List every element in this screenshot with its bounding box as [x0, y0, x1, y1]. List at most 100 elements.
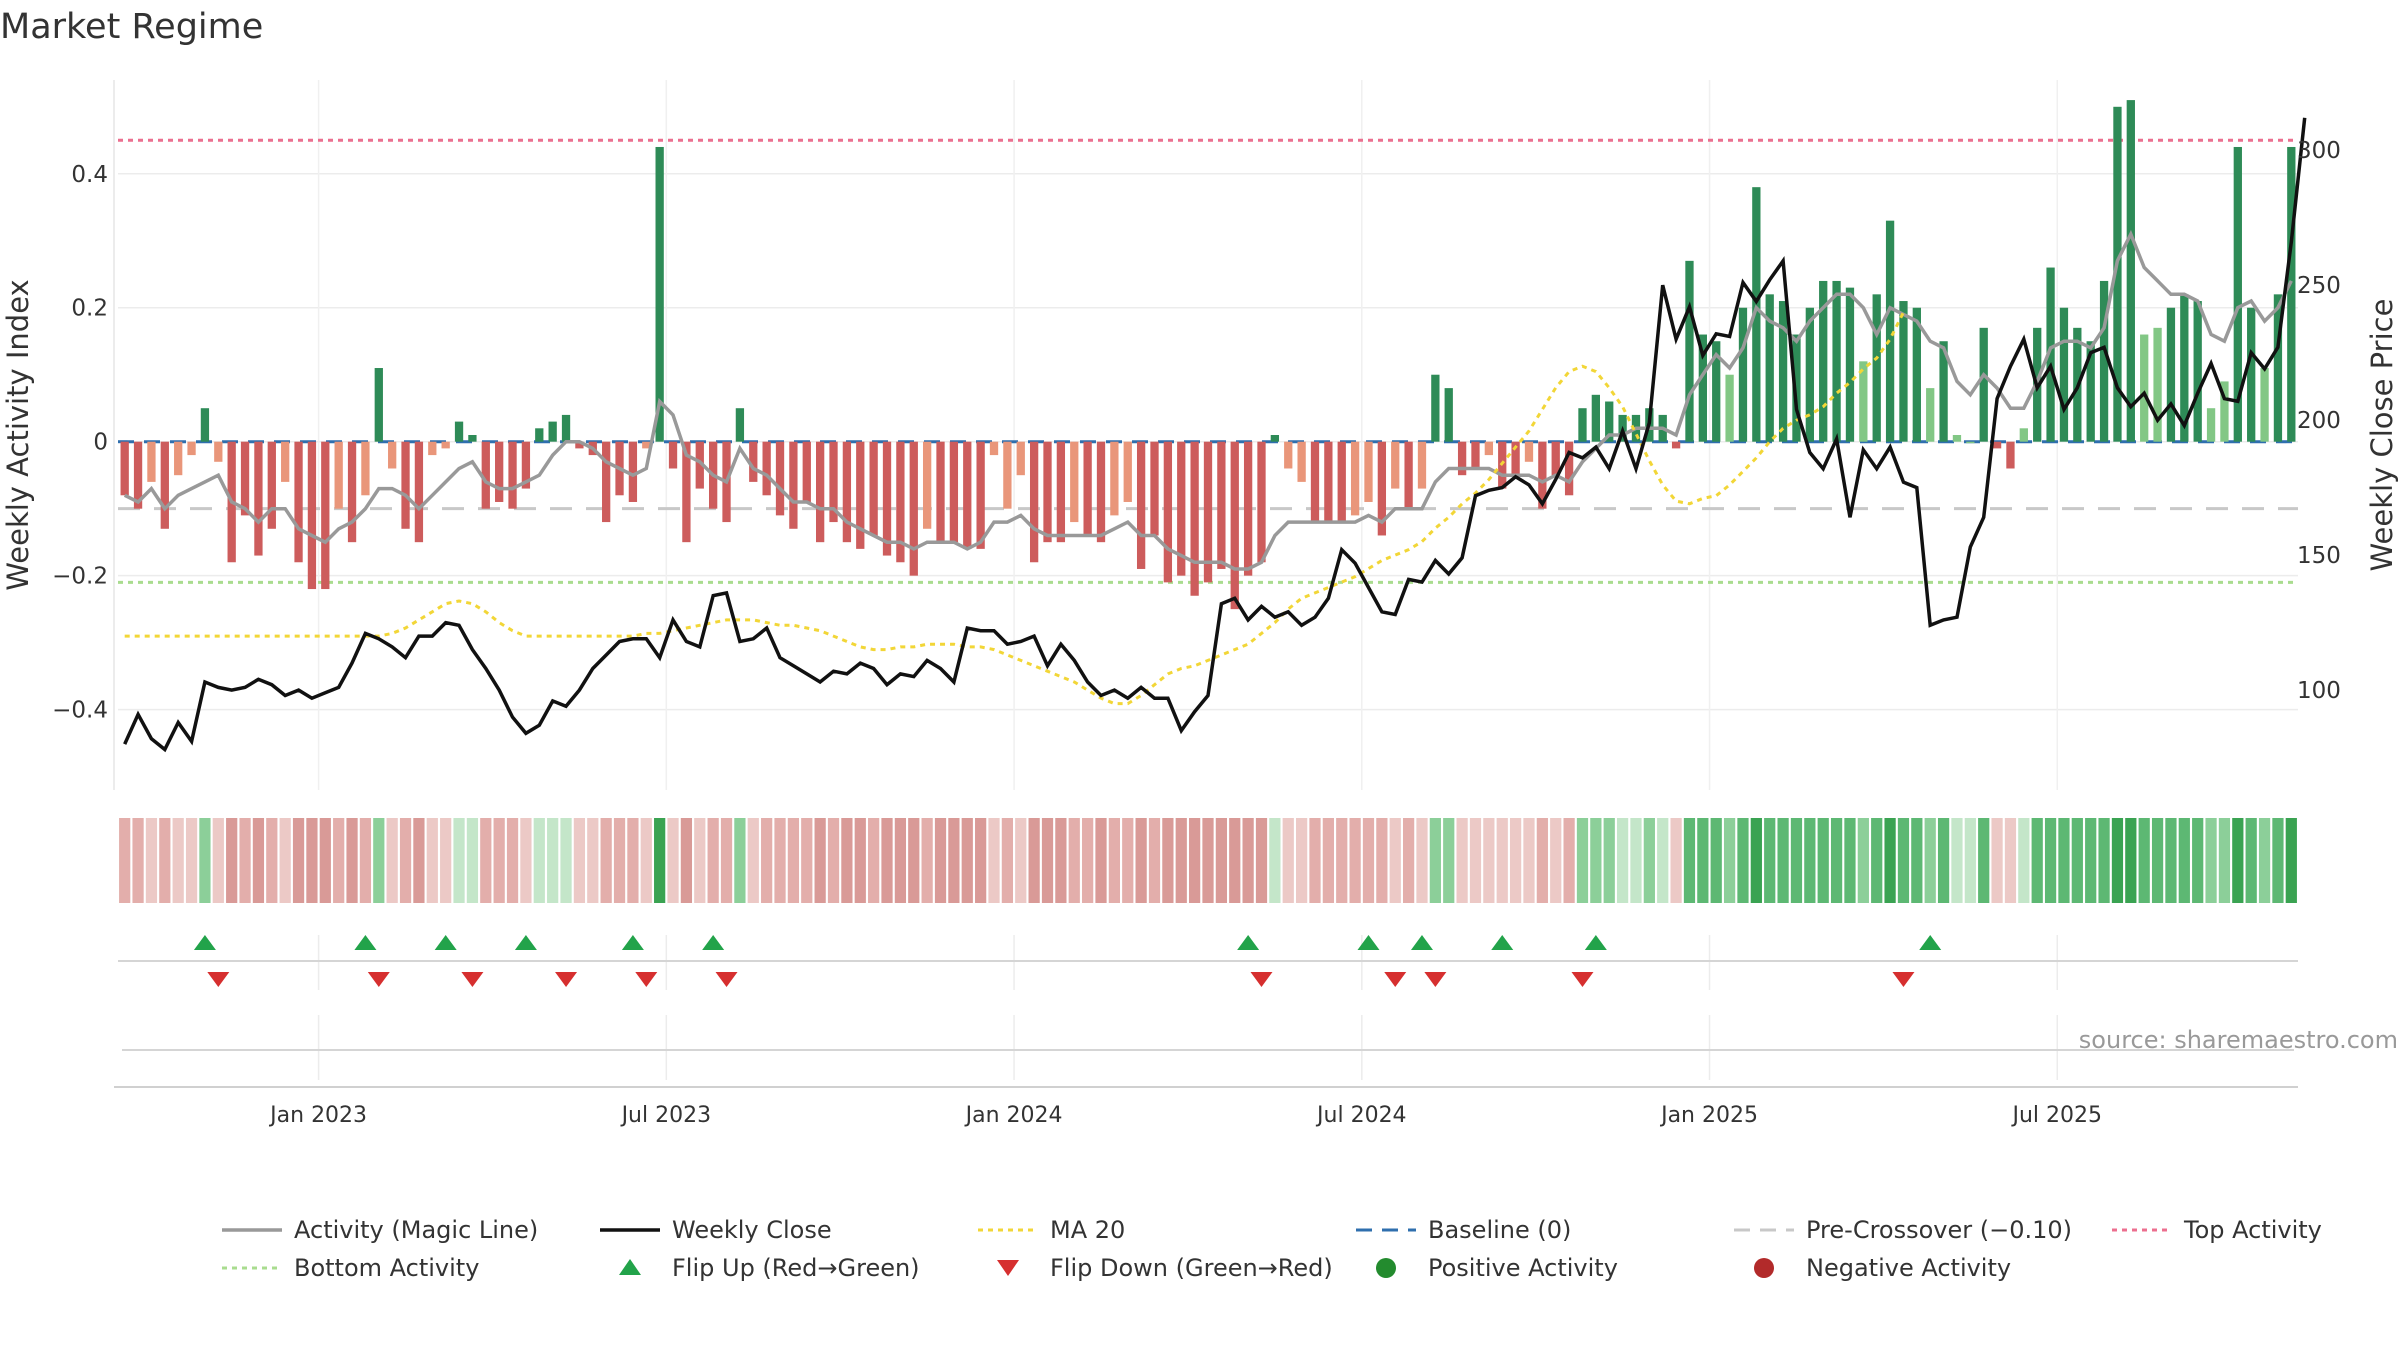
- activity-bar: [374, 368, 383, 442]
- flip-down-marker: [1571, 972, 1594, 987]
- y-right-tick-label: 150: [2297, 543, 2341, 569]
- activity-bar: [842, 441, 852, 543]
- regime-cell: [1683, 818, 1696, 903]
- regime-cell: [212, 818, 224, 903]
- regime-cell: [2178, 818, 2190, 903]
- activity-bar: [1765, 294, 1774, 442]
- activity-bar: [575, 441, 584, 449]
- regime-cell: [1349, 818, 1361, 903]
- activity-bar: [428, 441, 437, 456]
- activity-bar: [1350, 441, 1360, 516]
- series-lines: [123, 117, 2307, 753]
- regime-cell: [119, 818, 131, 903]
- legend-item: Flip Down (Green→Red): [997, 1254, 1333, 1282]
- regime-cell: [560, 818, 572, 903]
- magic-line: [123, 229, 2293, 571]
- regime-cell: [1978, 818, 1990, 903]
- regime-cell: [2044, 818, 2057, 903]
- regime-cell: [2245, 818, 2257, 903]
- legend-label: Positive Activity: [1428, 1254, 1618, 1282]
- regime-cell: [1737, 818, 1749, 903]
- activity-bar: [1966, 441, 1975, 444]
- regime-cell: [948, 818, 960, 903]
- activity-bar: [1538, 441, 1547, 509]
- activity-bar: [1939, 341, 1948, 442]
- regime-cell: [680, 818, 693, 903]
- regime-cell: [761, 818, 773, 903]
- legend-item: Activity (Magic Line): [222, 1216, 538, 1244]
- regime-cell: [1242, 818, 1254, 903]
- activity-bar: [1003, 441, 1012, 509]
- activity-bar: [1270, 435, 1280, 442]
- regime-cell: [1416, 818, 1428, 903]
- flip-down-marker: [635, 972, 658, 987]
- axes: −0.4 −0.2 0 0.2 0.4 100 150 200 250 300: [52, 80, 2341, 790]
- activity-bar: [1163, 441, 1173, 583]
- activity-bar: [160, 441, 169, 529]
- activity-bar: [1712, 341, 1721, 442]
- regime-cell: [1229, 818, 1241, 903]
- activity-bar: [922, 441, 932, 529]
- activity-bar: [1524, 441, 1534, 462]
- flip-up-marker: [702, 935, 725, 950]
- regime-cell: [413, 818, 425, 903]
- regime-cell: [520, 818, 532, 903]
- regime-cell: [587, 818, 599, 903]
- activity-bar: [1832, 280, 1841, 442]
- legend-item: Weekly Close: [600, 1216, 832, 1244]
- regime-cell: [1590, 818, 1602, 903]
- regime-cell: [1429, 818, 1441, 903]
- regime-cell: [266, 818, 278, 903]
- activity-bar: [762, 441, 771, 496]
- regime-cell: [1175, 818, 1187, 903]
- activity-bar: [468, 435, 477, 442]
- regime-cell: [881, 818, 893, 903]
- regime-cell: [961, 818, 973, 903]
- activity-bar: [1872, 294, 1881, 442]
- activity-bar: [1605, 401, 1614, 442]
- legend: Activity (Magic Line) Weekly Close MA 20 Ba…: [222, 1216, 2322, 1282]
- y-right-tick-label: 100: [2297, 678, 2341, 704]
- regime-cell: [2018, 818, 2030, 903]
- activity-bar: [896, 441, 905, 563]
- activity-bar: [2019, 428, 2028, 442]
- y-left-tick-label: 0: [93, 430, 108, 456]
- regime-cell: [1536, 818, 1548, 903]
- regime-cell: [172, 818, 184, 903]
- regime-cell: [1911, 818, 1923, 903]
- activity-bar: [1043, 441, 1052, 543]
- legend-label: Top Activity: [2183, 1216, 2322, 1244]
- activity-bar: [240, 441, 250, 516]
- regime-cell: [573, 818, 586, 903]
- regime-cell: [600, 818, 612, 903]
- activity-bar: [1404, 441, 1413, 509]
- regime-cell: [1189, 818, 1201, 903]
- activity-bar: [1123, 441, 1132, 502]
- regime-cell: [1443, 818, 1455, 903]
- flip-up-marker: [1584, 935, 1607, 950]
- y-left-tick-label: −0.4: [52, 698, 108, 724]
- activity-bar: [481, 441, 490, 509]
- activity-bar: [1016, 441, 1025, 476]
- regime-cell: [279, 818, 291, 903]
- regime-cell: [854, 818, 866, 903]
- regime-cell: [466, 818, 479, 903]
- regime-cell: [373, 818, 385, 903]
- activity-bar: [1484, 441, 1494, 456]
- activity-bar: [2046, 267, 2055, 442]
- regime-cell: [239, 818, 251, 903]
- activity-bar: [682, 441, 691, 543]
- regime-cell: [1028, 818, 1040, 903]
- activity-bar: [1738, 307, 1748, 442]
- activity-bar: [1364, 441, 1373, 502]
- regime-cell: [1068, 818, 1080, 903]
- activity-bar: [1056, 441, 1066, 543]
- legend-swatch: [1376, 1258, 1396, 1278]
- regime-cell: [787, 818, 800, 903]
- flip-up-marker: [1237, 935, 1260, 950]
- activity-bar: [1859, 361, 1868, 442]
- regime-cell: [2111, 818, 2124, 903]
- regime-cell: [667, 818, 679, 903]
- activity-bar: [321, 441, 330, 590]
- activity-bar: [414, 441, 424, 543]
